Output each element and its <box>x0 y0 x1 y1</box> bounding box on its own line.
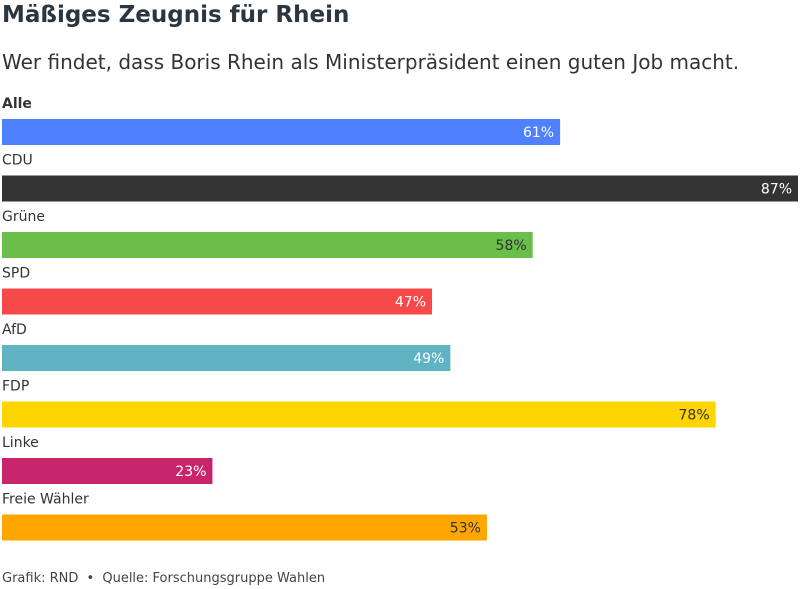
bar-linke <box>2 458 213 484</box>
value-label-freie-waehler: 53% <box>450 521 481 537</box>
value-label-afd: 49% <box>413 351 444 367</box>
category-label-gruene: Grüne <box>2 209 45 225</box>
bar-alle <box>2 119 561 145</box>
category-label-freie-waehler: Freie Wähler <box>2 492 89 508</box>
bar-afd <box>2 345 451 371</box>
category-label-cdu: CDU <box>2 153 33 169</box>
bar-cdu <box>2 175 798 202</box>
chart-title: Mäßiges Zeugnis für Rhein <box>2 2 350 28</box>
category-label-fdp: FDP <box>2 379 29 395</box>
category-label-alle: Alle <box>2 96 32 112</box>
category-label-spd: SPD <box>2 266 30 282</box>
category-label-afd: AfD <box>2 322 27 338</box>
source-footer: Grafik: RND • Quelle: Forschungsgruppe W… <box>2 571 325 586</box>
chart-subtitle: Wer findet, dass Boris Rhein als Ministe… <box>2 50 740 74</box>
value-label-cdu: 87% <box>761 182 792 198</box>
bar-chart: Alle 61% CDU 87% Grüne 58% SPD 47% AfD 49% FDP 78% L… <box>2 96 798 541</box>
bar-gruene <box>2 232 533 258</box>
category-label-linke: Linke <box>2 435 39 451</box>
value-label-linke: 23% <box>175 464 206 480</box>
credit-text: Grafik: RND <box>2 571 79 586</box>
value-label-gruene: 58% <box>496 238 527 254</box>
value-label-alle: 61% <box>523 125 554 141</box>
source-text: Quelle: Forschungsgruppe Wahlen <box>102 571 326 586</box>
bar-spd <box>2 288 433 315</box>
value-label-fdp: 78% <box>679 408 710 424</box>
bar-fdp <box>2 401 716 428</box>
bar-freie-waehler <box>2 514 487 541</box>
value-label-spd: 47% <box>395 295 426 311</box>
footer-separator: • <box>86 571 95 586</box>
